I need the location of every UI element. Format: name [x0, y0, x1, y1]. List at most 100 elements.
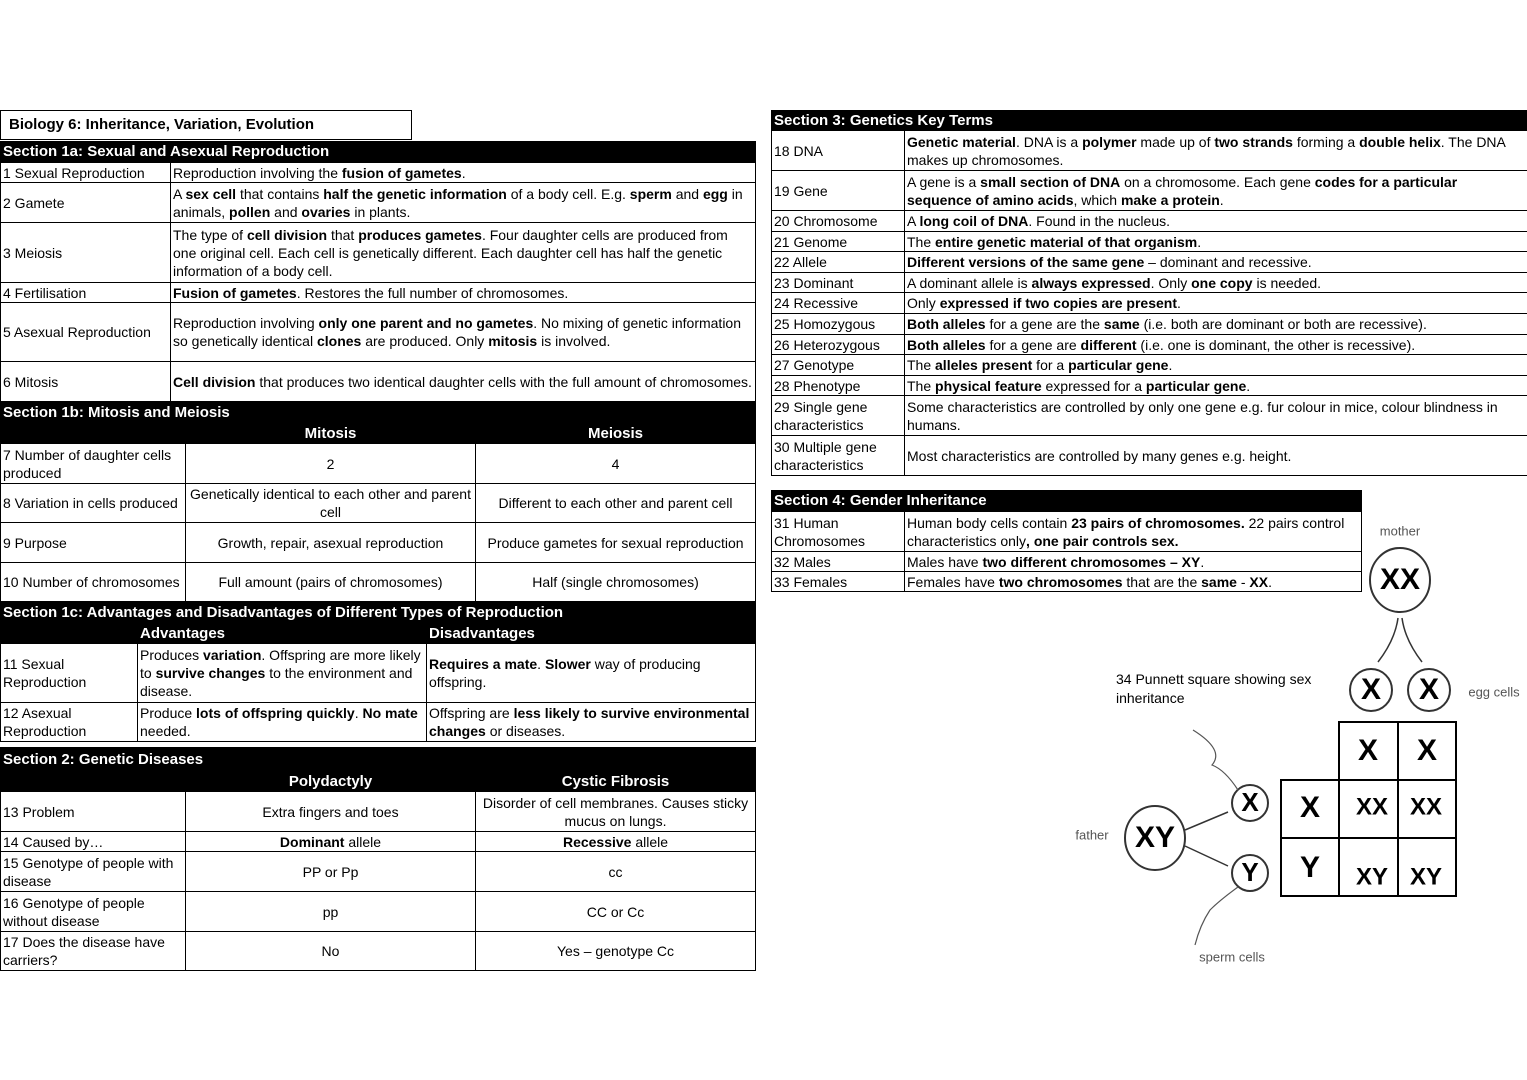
term: 18 DNA — [771, 130, 905, 171]
section-heading: Section 1a: Sexual and Asexual Reproduct… — [0, 141, 757, 163]
term: 10 Number of chromosomes — [0, 562, 186, 602]
definition: The entire genetic material of that orga… — [903, 231, 1527, 252]
row: 26 Heterozygous Both alleles for a gene a… — [771, 334, 1527, 355]
term: 4 Fertilisation — [0, 282, 171, 303]
column-header: Meiosis — [474, 423, 757, 444]
text-run: are produced. Only — [361, 333, 489, 349]
row: 1 Sexual Reproduction Reproduction involv… — [0, 162, 757, 183]
bold-run: two different chromosomes – XY — [982, 553, 1201, 570]
bold-run: variation — [203, 647, 262, 663]
value: Different to each other and parent cell — [474, 483, 757, 523]
bold-run: produces gametes — [358, 226, 482, 243]
term: 11 Sexual Reproduction — [0, 643, 138, 703]
term: 24 Recessive — [771, 292, 905, 314]
bold-run: particular gene — [1068, 357, 1169, 373]
text-run: on a chromosome. Each gene — [1120, 173, 1315, 190]
row: 15 Genotype of people with disease PP or … — [0, 851, 757, 892]
bold-run: small section of DNA — [980, 173, 1121, 190]
text-run: . Offspring are more likely to — [140, 647, 421, 681]
bold-run: Different versions of the same gene — [907, 254, 1145, 270]
definition: Both alleles for a gene are the same (i.… — [903, 313, 1527, 335]
bold-run: expressed if two copies are present — [939, 295, 1178, 311]
row: 27 Genotype The alleles present for a par… — [771, 354, 1527, 376]
section: Section 3: Genetics Key Terms 18 DNA Genet… — [770, 110, 1527, 476]
row: 9 Purpose Growth, repair, asexual reprodu… — [0, 522, 757, 563]
row: 8 Variation in cells produced Genetically… — [0, 483, 757, 523]
caption-box: 34 Punnett square showing sex inheritanc… — [1116, 671, 1311, 706]
father-genotype: XY — [1135, 821, 1175, 854]
row: 12 Asexual Reproduction Produce lots of o… — [0, 702, 757, 742]
bold-run: half the genetic information — [323, 185, 507, 202]
row: 29 Single gene characteristics Some chara… — [771, 395, 1527, 436]
text-run: is involved. — [537, 333, 611, 349]
text-run: . No mixing of genetic information so ge… — [173, 315, 741, 349]
text-run: forming a — [1292, 133, 1360, 150]
text-run: is needed. — [1252, 274, 1322, 291]
text-run: . Restores the full number of chromosome… — [296, 284, 569, 301]
term: 3 Meiosis — [0, 222, 171, 283]
definition: Both alleles for a gene are different (i… — [903, 334, 1527, 355]
text-run: in animals, — [173, 185, 743, 220]
egg-cell — [1407, 668, 1451, 712]
definition: Some characteristics are controlled by o… — [903, 395, 1527, 436]
bold-run: clones — [316, 333, 362, 349]
row: 14 Caused by… Dominant allele Recessive al… — [0, 831, 757, 852]
definition: Most characteristics are controlled by m… — [903, 435, 1527, 476]
row: 19 Gene A gene is a small section of DNA … — [771, 170, 1527, 211]
text-run: . Only — [1150, 274, 1192, 291]
sperm-allele: Y — [1241, 857, 1258, 887]
row: 17 Does the disease have carriers? No Yes … — [0, 931, 757, 971]
section: Section 1c: Advantages and Disadvantages… — [0, 601, 757, 742]
value: Growth, repair, asexual reproduction — [185, 522, 476, 563]
text-run: Reproduction involving — [173, 315, 319, 331]
bold-run: cell division — [246, 226, 328, 243]
text-run: allele — [344, 833, 382, 850]
text-run: Human body cells contain — [907, 514, 1072, 531]
column-header: Disadvantages — [425, 624, 757, 644]
text-run: for a gene are the — [985, 316, 1104, 332]
text-run: Produces — [140, 647, 204, 663]
text-run: – dominant and recessive. — [1144, 254, 1312, 270]
value: PP or Pp — [185, 851, 476, 892]
section-header-row: Section 1a: Sexual and Asexual Reproduct… — [0, 141, 757, 163]
mother-genotype: XX — [1380, 563, 1420, 596]
text-run: The — [907, 377, 936, 394]
bold-run: less likely to survive environmental cha… — [429, 705, 750, 739]
bold-run: survive changes — [155, 665, 266, 681]
text-run: A — [907, 213, 920, 229]
bold-run: sperm — [629, 185, 672, 202]
term: 6 Mitosis — [0, 361, 171, 402]
text-run: allele — [631, 833, 669, 850]
definition: Only expressed if two copies are present… — [903, 292, 1527, 314]
section-table: Section 2: Genetic Diseases Polydactyly Cy… — [0, 747, 757, 971]
sperm-cell — [1231, 784, 1269, 822]
grid-top: X — [1417, 734, 1437, 767]
column-header: Advantages — [137, 624, 427, 644]
text-run: 22 pairs control characteristics only — [907, 514, 1345, 549]
column-header: Cystic Fibrosis — [474, 771, 757, 792]
blank-header — [0, 771, 186, 792]
row: 18 DNA Genetic material. DNA is a polymer… — [771, 130, 1527, 171]
bold-run: alleles present — [935, 357, 1033, 373]
grid-side: Y — [1300, 851, 1320, 884]
text-run: for a gene are — [985, 336, 1081, 353]
term: 31 Human Chromosomes — [771, 511, 905, 552]
term: 12 Asexual Reproduction — [0, 702, 138, 742]
section-heading: Section 1c: Advantages and Disadvantages… — [0, 601, 757, 625]
definition: A sex cell that contains half the geneti… — [169, 182, 757, 223]
row: 28 Phenotype The physical feature express… — [771, 375, 1527, 396]
bold-run: , one pair controls sex. — [1026, 532, 1179, 549]
sperm-tails — [1192, 729, 1239, 946]
term: 1 Sexual Reproduction — [0, 162, 171, 183]
text-run: A — [173, 185, 186, 202]
value: Produces variation. Offspring are more l… — [137, 643, 427, 703]
section: Section 1b: Mitosis and Meiosis Mitosis Me… — [0, 401, 757, 602]
grid-cell: XX — [1410, 793, 1442, 820]
title: Biology 6: Inheritance, Variation, Evolu… — [0, 110, 412, 140]
bold-run: Recessive — [562, 833, 632, 850]
row: 10 Number of chromosomes Full amount (pai… — [0, 562, 757, 602]
section-header-row: Section 2: Genetic Diseases — [0, 747, 757, 772]
text-run: Produce — [140, 705, 197, 721]
